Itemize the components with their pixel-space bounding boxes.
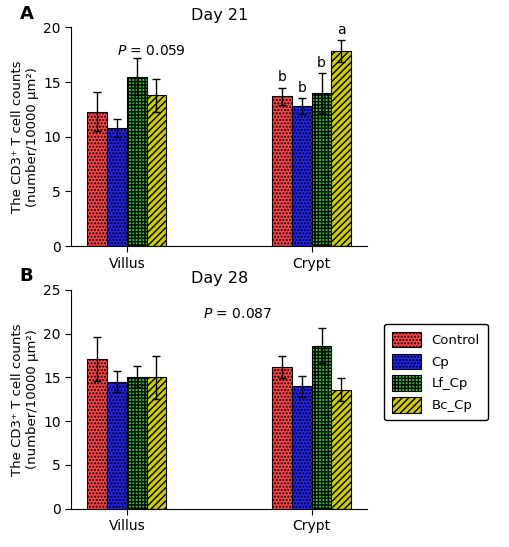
- Bar: [292, 106, 311, 246]
- Y-axis label: The CD3⁺ T cell counts
(number/10000 μm²): The CD3⁺ T cell counts (number/10000 μm²…: [11, 323, 39, 475]
- Text: b: b: [277, 70, 286, 84]
- Text: $\it{P}$ = 0.087: $\it{P}$ = 0.087: [203, 307, 272, 321]
- Title: Day 28: Day 28: [190, 271, 247, 286]
- Bar: [127, 77, 146, 246]
- Bar: [292, 386, 311, 509]
- Bar: [272, 96, 292, 246]
- Bar: [272, 367, 292, 509]
- Bar: [146, 95, 166, 246]
- Text: b: b: [317, 56, 325, 70]
- Bar: [107, 382, 127, 509]
- Bar: [311, 346, 331, 509]
- Legend: Control, Cp, Lf_Cp, Bc_Cp: Control, Cp, Lf_Cp, Bc_Cp: [383, 324, 487, 421]
- Bar: [331, 51, 351, 246]
- Bar: [127, 376, 146, 509]
- Text: $\it{P}$ = 0.059: $\it{P}$ = 0.059: [117, 44, 185, 57]
- Bar: [331, 389, 351, 509]
- Text: B: B: [20, 267, 33, 285]
- Bar: [311, 93, 331, 246]
- Text: b: b: [297, 81, 306, 95]
- Title: Day 21: Day 21: [190, 8, 247, 24]
- Bar: [146, 377, 166, 509]
- Bar: [87, 359, 107, 509]
- Text: a: a: [336, 23, 345, 37]
- Bar: [107, 128, 127, 246]
- Bar: [87, 112, 107, 246]
- Text: A: A: [20, 4, 34, 22]
- Y-axis label: The CD3⁺ T cell counts
(number/10000 μm²): The CD3⁺ T cell counts (number/10000 μm²…: [11, 61, 39, 213]
